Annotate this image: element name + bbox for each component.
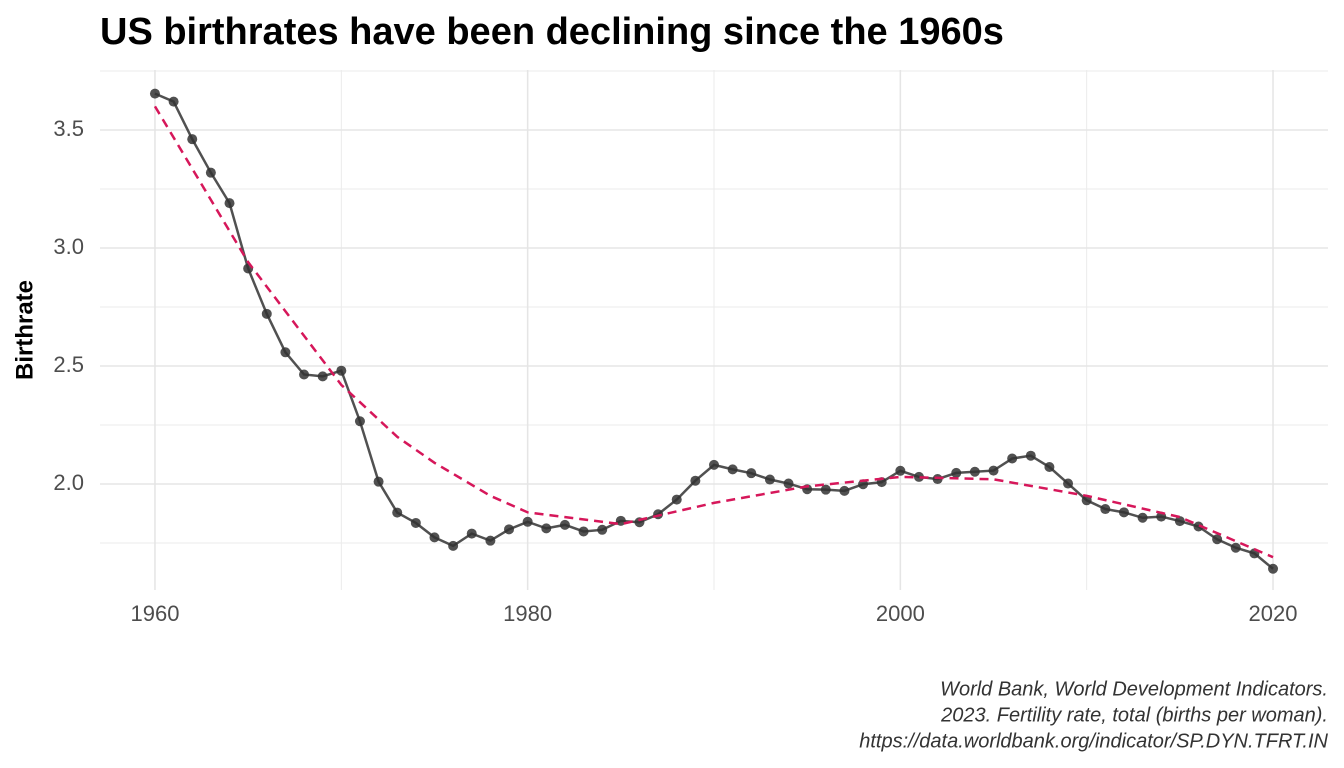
data-point <box>709 459 719 470</box>
data-point <box>373 476 384 487</box>
data-point <box>746 468 757 479</box>
data-point <box>690 475 701 486</box>
data-point <box>1137 512 1148 523</box>
caption: 2023. Fertility rate, total (births per … <box>940 704 1328 726</box>
data-point <box>541 523 552 534</box>
data-point <box>1118 507 1129 518</box>
data-point <box>1100 504 1111 515</box>
data-point <box>1268 563 1279 574</box>
x-tick-label: 2000 <box>876 601 925 626</box>
data-point <box>429 532 440 543</box>
x-tick-label: 1960 <box>130 601 179 626</box>
data-point <box>820 484 831 495</box>
data-point <box>578 526 589 537</box>
data-point <box>1025 450 1036 461</box>
data-point <box>727 464 738 475</box>
data-point <box>895 465 906 476</box>
data-point <box>615 515 626 526</box>
data-point <box>559 519 570 530</box>
data-point <box>280 347 291 358</box>
data-point <box>261 308 272 319</box>
y-tick-label: 2.5 <box>53 352 84 377</box>
data-point <box>168 96 179 107</box>
data-point <box>671 494 682 505</box>
series-line <box>153 105 1274 559</box>
data-point <box>783 478 794 489</box>
data-point <box>410 517 421 528</box>
data-point <box>336 365 347 376</box>
data-point <box>839 485 850 496</box>
data-point <box>522 516 533 527</box>
data-point <box>354 416 365 427</box>
data-point <box>1212 534 1223 545</box>
data-point <box>224 198 235 209</box>
data-point <box>187 134 198 145</box>
caption: World Bank, World Development Indicators… <box>940 678 1328 700</box>
data-point <box>1063 478 1074 489</box>
data-point <box>1044 462 1055 473</box>
data-point <box>913 471 924 482</box>
data-point <box>392 507 403 518</box>
data-point <box>1230 542 1241 553</box>
data-point <box>988 465 999 476</box>
y-axis-label: Birthrate <box>11 280 38 380</box>
data-point <box>1193 521 1204 532</box>
data-point <box>205 167 216 178</box>
data-point <box>504 524 515 535</box>
data-point <box>149 88 160 99</box>
caption: https://data.worldbank.org/indicator/SP.… <box>859 730 1328 752</box>
y-tick-label: 2.0 <box>53 470 84 495</box>
data-point <box>466 528 477 539</box>
data-point <box>317 371 328 382</box>
data-point <box>969 466 980 477</box>
data-point <box>299 369 310 380</box>
data-point <box>485 535 496 546</box>
data-point <box>597 524 608 535</box>
y-tick-label: 3.5 <box>53 116 84 141</box>
data-point <box>448 540 459 551</box>
data-point <box>951 467 962 478</box>
data-point <box>1174 516 1185 527</box>
data-point <box>764 474 775 485</box>
data-point <box>1007 453 1018 464</box>
x-tick-label: 2020 <box>1249 601 1298 626</box>
data-point <box>1081 495 1092 506</box>
x-tick-label: 1980 <box>503 601 552 626</box>
y-tick-label: 3.0 <box>53 234 84 259</box>
chart-title: US birthrates have been declining since … <box>100 11 1004 53</box>
